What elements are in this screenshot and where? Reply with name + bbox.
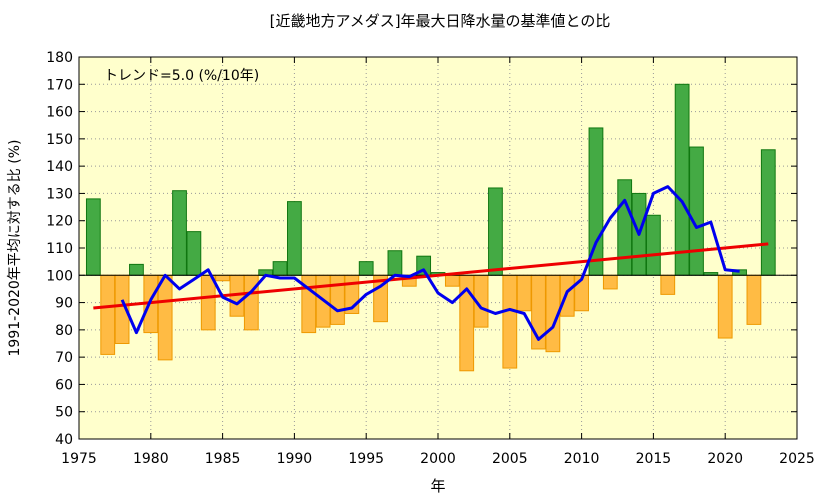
bar-2017 (674, 83, 690, 276)
bar-2004 (488, 187, 503, 276)
x-tick-label: 2025 (779, 451, 815, 467)
y-tick-label: 170 (46, 77, 73, 93)
y-tick-label: 110 (46, 241, 73, 257)
bar-2018 (689, 146, 704, 276)
y-tick-label: 140 (46, 159, 73, 175)
x-tick-label: 2005 (492, 451, 528, 467)
y-tick-label: 50 (55, 405, 73, 421)
bar-1989 (272, 261, 288, 276)
bar-1995 (358, 261, 374, 276)
x-axis-label: 年 (430, 477, 445, 495)
bar-2022 (746, 274, 762, 325)
bar-2012 (602, 274, 618, 290)
y-tick-label: 120 (46, 214, 73, 230)
bar-1987 (243, 274, 259, 331)
y-tick-label: 40 (55, 432, 73, 448)
y-axis-label: 1991-2020年平均に対する比 (%) (7, 140, 23, 357)
x-tick-label: 2020 (707, 451, 743, 467)
y-tick-label: 100 (46, 268, 73, 284)
trend-line (93, 242, 769, 310)
y-tick-label: 70 (55, 350, 73, 366)
bar-1981 (157, 274, 173, 361)
x-tick-label: 2000 (420, 451, 456, 467)
bar-1976 (85, 198, 101, 276)
bar-2005 (502, 274, 518, 369)
bar-1993 (330, 274, 345, 325)
bar-2015 (646, 214, 661, 276)
bar-1990 (287, 201, 302, 276)
y-tick-label: 60 (55, 377, 73, 393)
trend-annotation: トレンド=5.0 (%/10年) (104, 68, 259, 84)
x-tick-label: 1985 (205, 451, 241, 467)
x-tick-label: 2010 (564, 451, 600, 467)
bar-2001 (444, 274, 460, 287)
y-tick-label: 130 (46, 186, 73, 202)
bar-1979 (129, 263, 144, 276)
x-tick-label: 1975 (61, 451, 97, 467)
bar-2016 (660, 274, 676, 295)
bar-2006 (516, 274, 532, 312)
bar-2013 (617, 179, 633, 276)
chart-title: [近畿地方アメダス]年最大日降水量の基準値との比 (270, 12, 611, 30)
y-tick-label: 160 (46, 105, 73, 121)
x-tick-label: 1980 (133, 451, 169, 467)
x-tick-label: 1995 (348, 451, 384, 467)
x-tick-label: 1990 (277, 451, 313, 467)
moving-average-line (120, 185, 740, 341)
bar-2023 (760, 149, 776, 276)
y-tick-label: 90 (55, 296, 73, 312)
bar-1997 (387, 250, 403, 276)
bar-2020 (717, 274, 733, 339)
y-tick-label: 80 (55, 323, 73, 339)
bar-1977 (100, 274, 116, 355)
bar-1985 (215, 274, 230, 282)
bar-1984 (200, 274, 216, 331)
y-tick-label: 180 (46, 50, 73, 66)
bar-1983 (186, 231, 202, 276)
bar-2009 (559, 274, 575, 317)
y-tick-label: 150 (46, 132, 73, 148)
x-tick-label: 2015 (636, 451, 672, 467)
bar-1982 (172, 190, 187, 276)
